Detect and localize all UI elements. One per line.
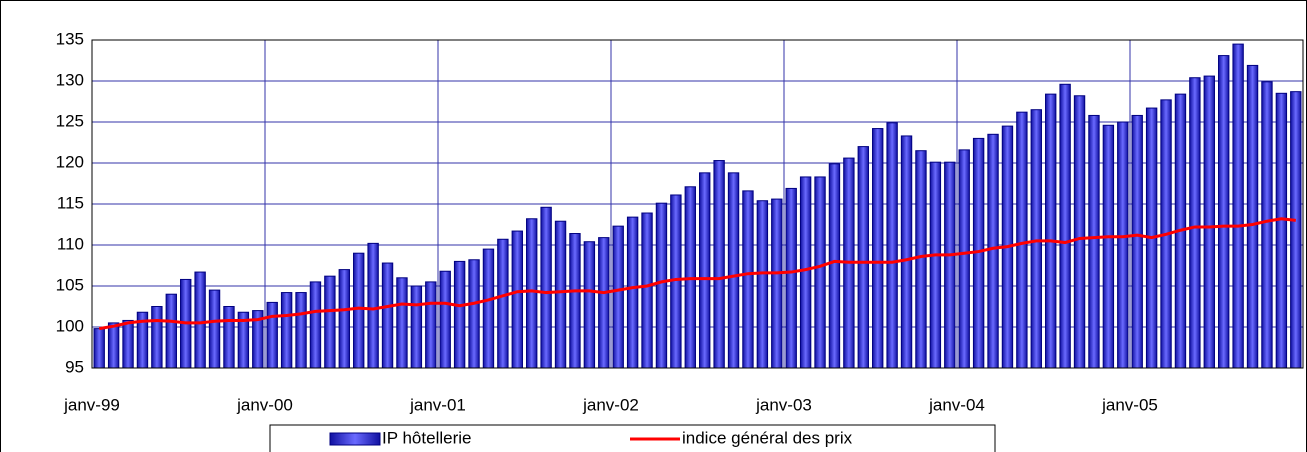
bar xyxy=(410,285,423,369)
bar xyxy=(194,271,206,369)
x-tick-label: janv-01 xyxy=(409,395,466,414)
bar xyxy=(583,241,596,369)
bar xyxy=(425,281,437,369)
x-tick-label: janv-05 xyxy=(1101,395,1158,414)
x-tick-label: janv-03 xyxy=(755,395,812,414)
bar xyxy=(324,275,336,369)
bar xyxy=(468,259,480,369)
bar xyxy=(1102,124,1115,369)
bar xyxy=(381,262,394,369)
bar xyxy=(900,135,913,369)
bar xyxy=(295,292,307,369)
y-tick-label: 125 xyxy=(56,111,84,130)
bar xyxy=(872,128,884,369)
bar xyxy=(641,212,653,369)
y-tick-label: 95 xyxy=(65,357,84,376)
x-tick-label: janv-00 xyxy=(236,395,293,414)
line xyxy=(98,217,1296,331)
y-tick-label: 110 xyxy=(57,234,84,253)
bar xyxy=(396,277,408,369)
bar xyxy=(1246,64,1259,369)
bar xyxy=(727,172,740,369)
bar xyxy=(353,252,365,369)
bar xyxy=(1045,93,1057,369)
y-tick-label: 120 xyxy=(56,152,84,171)
bar xyxy=(699,172,711,369)
bar xyxy=(655,202,668,369)
bar xyxy=(165,293,177,369)
bar xyxy=(756,200,769,369)
bar xyxy=(1189,77,1201,369)
bar xyxy=(1218,55,1230,369)
legend-label: IP hôtellerie xyxy=(382,428,471,447)
bar xyxy=(151,306,163,369)
bar xyxy=(1261,81,1273,369)
y-tick-label: 115 xyxy=(57,193,84,212)
bar xyxy=(1059,83,1071,369)
x-tick-label: janv-02 xyxy=(582,395,639,414)
bar xyxy=(886,122,898,369)
x-tick-label: janv-99 xyxy=(63,395,120,414)
bar xyxy=(785,187,797,369)
bar xyxy=(526,218,538,369)
bar xyxy=(482,248,495,369)
bar xyxy=(612,225,624,369)
bar xyxy=(554,220,567,369)
bar xyxy=(814,176,826,369)
bar xyxy=(828,163,841,369)
bar xyxy=(1203,75,1215,369)
bar xyxy=(713,160,725,369)
bar xyxy=(540,206,552,369)
y-tick-label: 100 xyxy=(56,316,84,335)
bar xyxy=(439,270,451,369)
y-tick-label: 135 xyxy=(56,29,84,48)
bar xyxy=(1088,114,1100,369)
bar xyxy=(338,269,350,369)
legend-swatch xyxy=(329,432,381,446)
bar xyxy=(223,306,235,369)
bar xyxy=(1275,92,1288,369)
bar xyxy=(1131,114,1143,369)
legend-label: indice général des prix xyxy=(682,428,853,447)
bar xyxy=(266,301,278,369)
x-tick-label: janv-04 xyxy=(928,395,985,414)
bar xyxy=(1290,91,1302,369)
bar xyxy=(929,161,942,369)
bar xyxy=(309,281,322,369)
bar xyxy=(987,133,999,369)
bar xyxy=(1232,43,1244,369)
bar xyxy=(799,176,812,369)
bar xyxy=(944,161,956,369)
bar xyxy=(771,198,783,369)
bar xyxy=(511,230,523,369)
bar xyxy=(857,146,869,369)
bar xyxy=(122,319,134,369)
y-tick-label: 130 xyxy=(56,70,84,89)
bar xyxy=(598,237,610,369)
bar xyxy=(107,322,120,369)
bar xyxy=(453,260,466,369)
bar xyxy=(1073,95,1086,369)
bar xyxy=(626,216,639,369)
bar xyxy=(280,292,293,369)
bar xyxy=(367,242,379,369)
bar xyxy=(1117,121,1129,369)
bar xyxy=(915,150,927,369)
bar xyxy=(1030,109,1042,369)
bar xyxy=(93,328,105,369)
bar xyxy=(742,190,754,369)
bar xyxy=(497,238,509,369)
plot-border xyxy=(91,39,1304,369)
bar xyxy=(1016,111,1028,369)
y-tick-label: 105 xyxy=(56,275,84,294)
bar xyxy=(569,233,581,369)
bar xyxy=(958,149,970,369)
bar xyxy=(208,289,221,369)
